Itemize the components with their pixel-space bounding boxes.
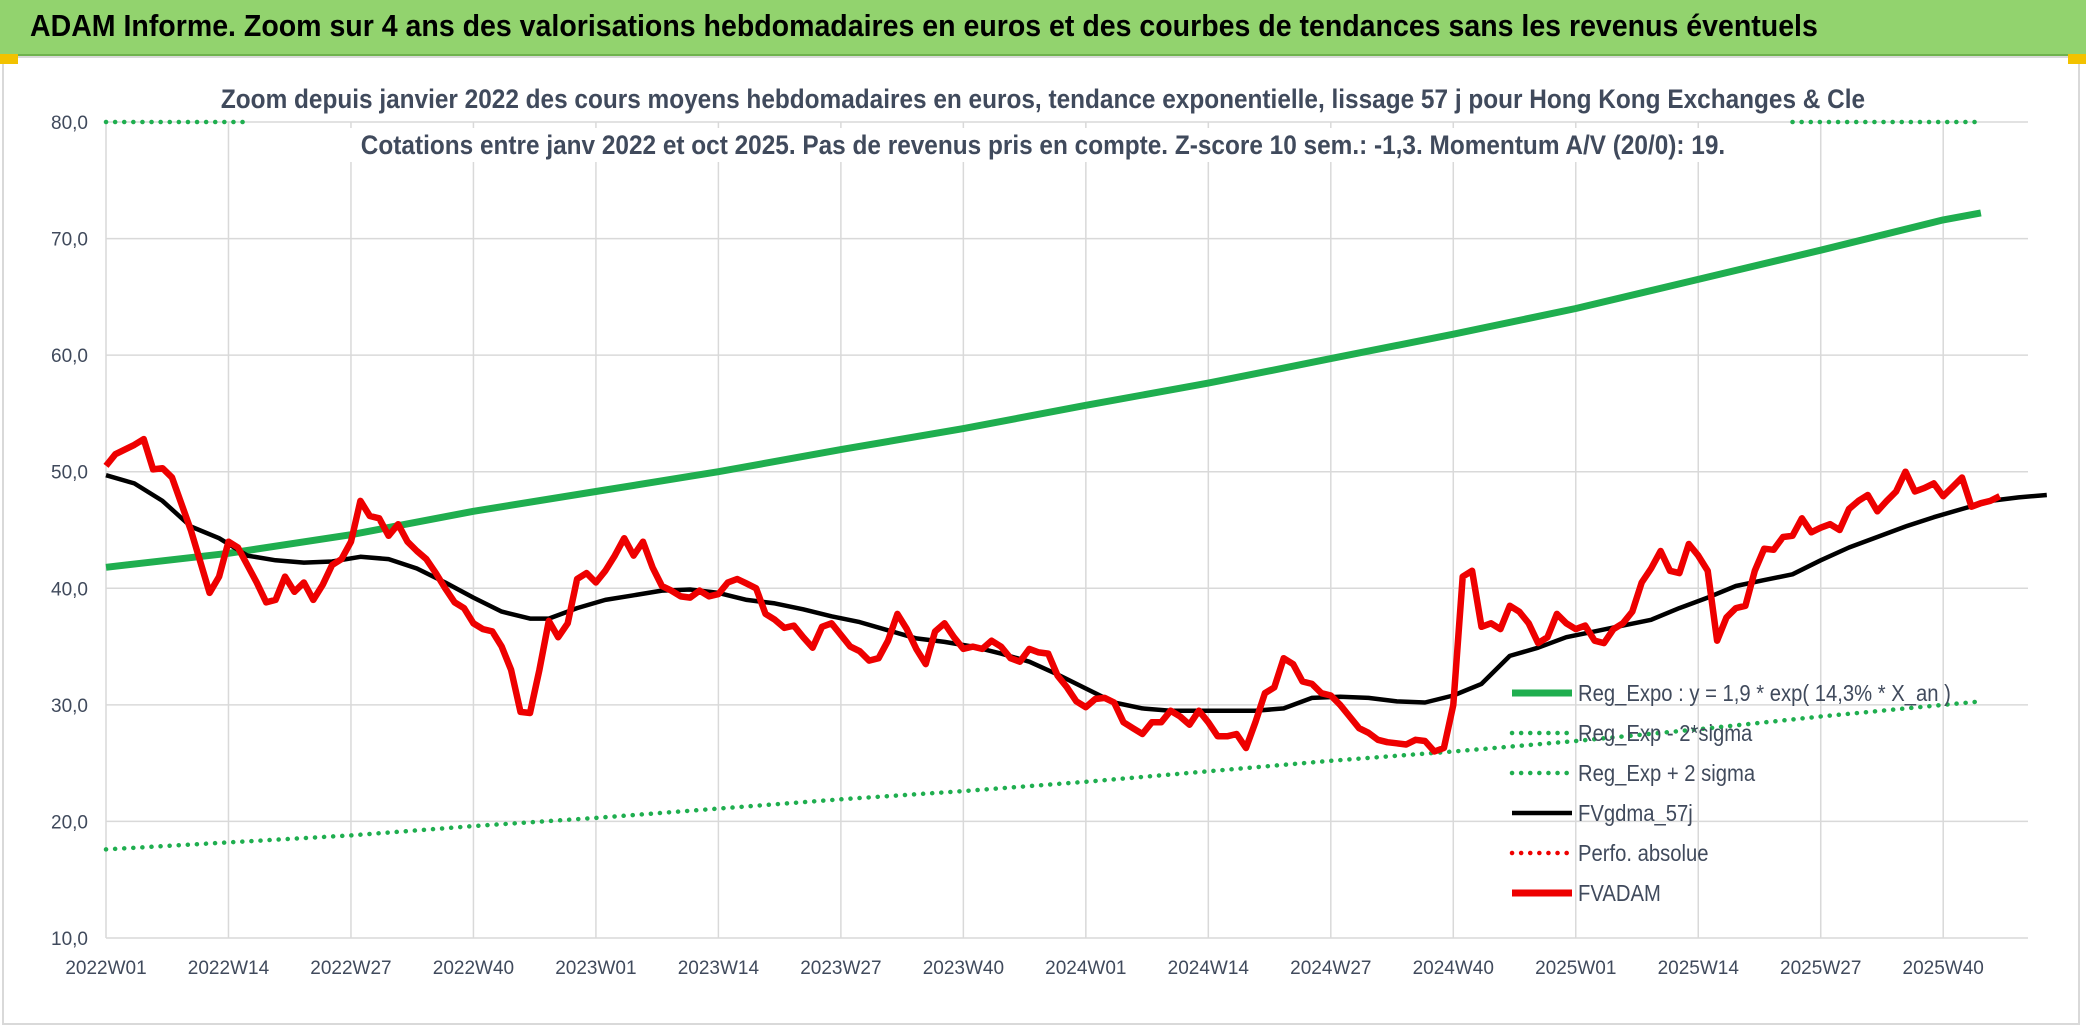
series-reg-exp-minus-2sigma [103,699,1984,852]
x-tick-label: 2025W40 [1903,958,1984,979]
x-tick-label: 2023W01 [555,958,636,979]
chart-subtitle: Cotations entre janv 2022 et oct 2025. P… [361,131,1725,160]
y-tick-label: 30,0 [51,696,88,717]
x-tick-label: 2023W27 [800,958,881,979]
corner-marker-left [0,54,18,64]
title-banner: ADAM Informe. Zoom sur 4 ans des valoris… [0,0,2086,56]
legend-fvadam-label: FVADAM [1578,880,1661,907]
y-tick-label: 50,0 [51,463,88,484]
title-backing [141,82,1945,116]
legend-reg-expo-label: Reg_Expo : y = 1,9 * exp( 14,3% * X_an ) [1578,680,1951,707]
x-tick-label: 2023W14 [678,958,760,979]
series-fvgdma-57j [105,473,2047,713]
x-tick-label: 2025W01 [1535,958,1616,979]
y-tick-label: 70,0 [51,230,88,251]
chart-title: Zoom depuis janvier 2022 des cours moyen… [221,85,1865,114]
x-tick-label: 2022W01 [65,958,146,979]
y-tick-label: 20,0 [51,812,88,833]
series-fvadam [103,435,2002,755]
x-tick-label: 2023W40 [923,958,1004,979]
y-tick-label: 40,0 [51,579,88,600]
legend-reg-exp-minus-2sigma-label: Reg_Exp - 2*sigma [1578,720,1753,747]
x-tick-label: 2024W01 [1045,958,1126,979]
y-tick-label: 80,0 [51,113,88,134]
legend-fvgdma-label: FVgdma_57j [1578,800,1693,827]
x-tick-label: 2022W27 [310,958,391,979]
x-tick-label: 2024W27 [1290,958,1371,979]
x-tick-label: 2022W40 [433,958,514,979]
y-tick-label: 60,0 [51,346,88,367]
legend-perfo-absolue-label: Perfo. absolue [1578,840,1708,867]
x-tick-label: 2025W14 [1658,958,1740,979]
chart-frame [2,56,2080,1025]
corner-marker-right [2068,54,2086,64]
x-tick-label: 2025W27 [1780,958,1861,979]
x-tick-label: 2022W14 [188,958,270,979]
title-backing [293,128,1793,162]
series-reg-expo [105,209,1982,571]
x-tick-label: 2024W40 [1413,958,1494,979]
legend-reg-exp-plus-2sigma-label: Reg_Exp + 2 sigma [1578,760,1756,787]
y-tick-label: 10,0 [51,929,88,950]
page-title: ADAM Informe. Zoom sur 4 ans des valoris… [30,8,1818,43]
x-tick-label: 2024W14 [1168,958,1250,979]
